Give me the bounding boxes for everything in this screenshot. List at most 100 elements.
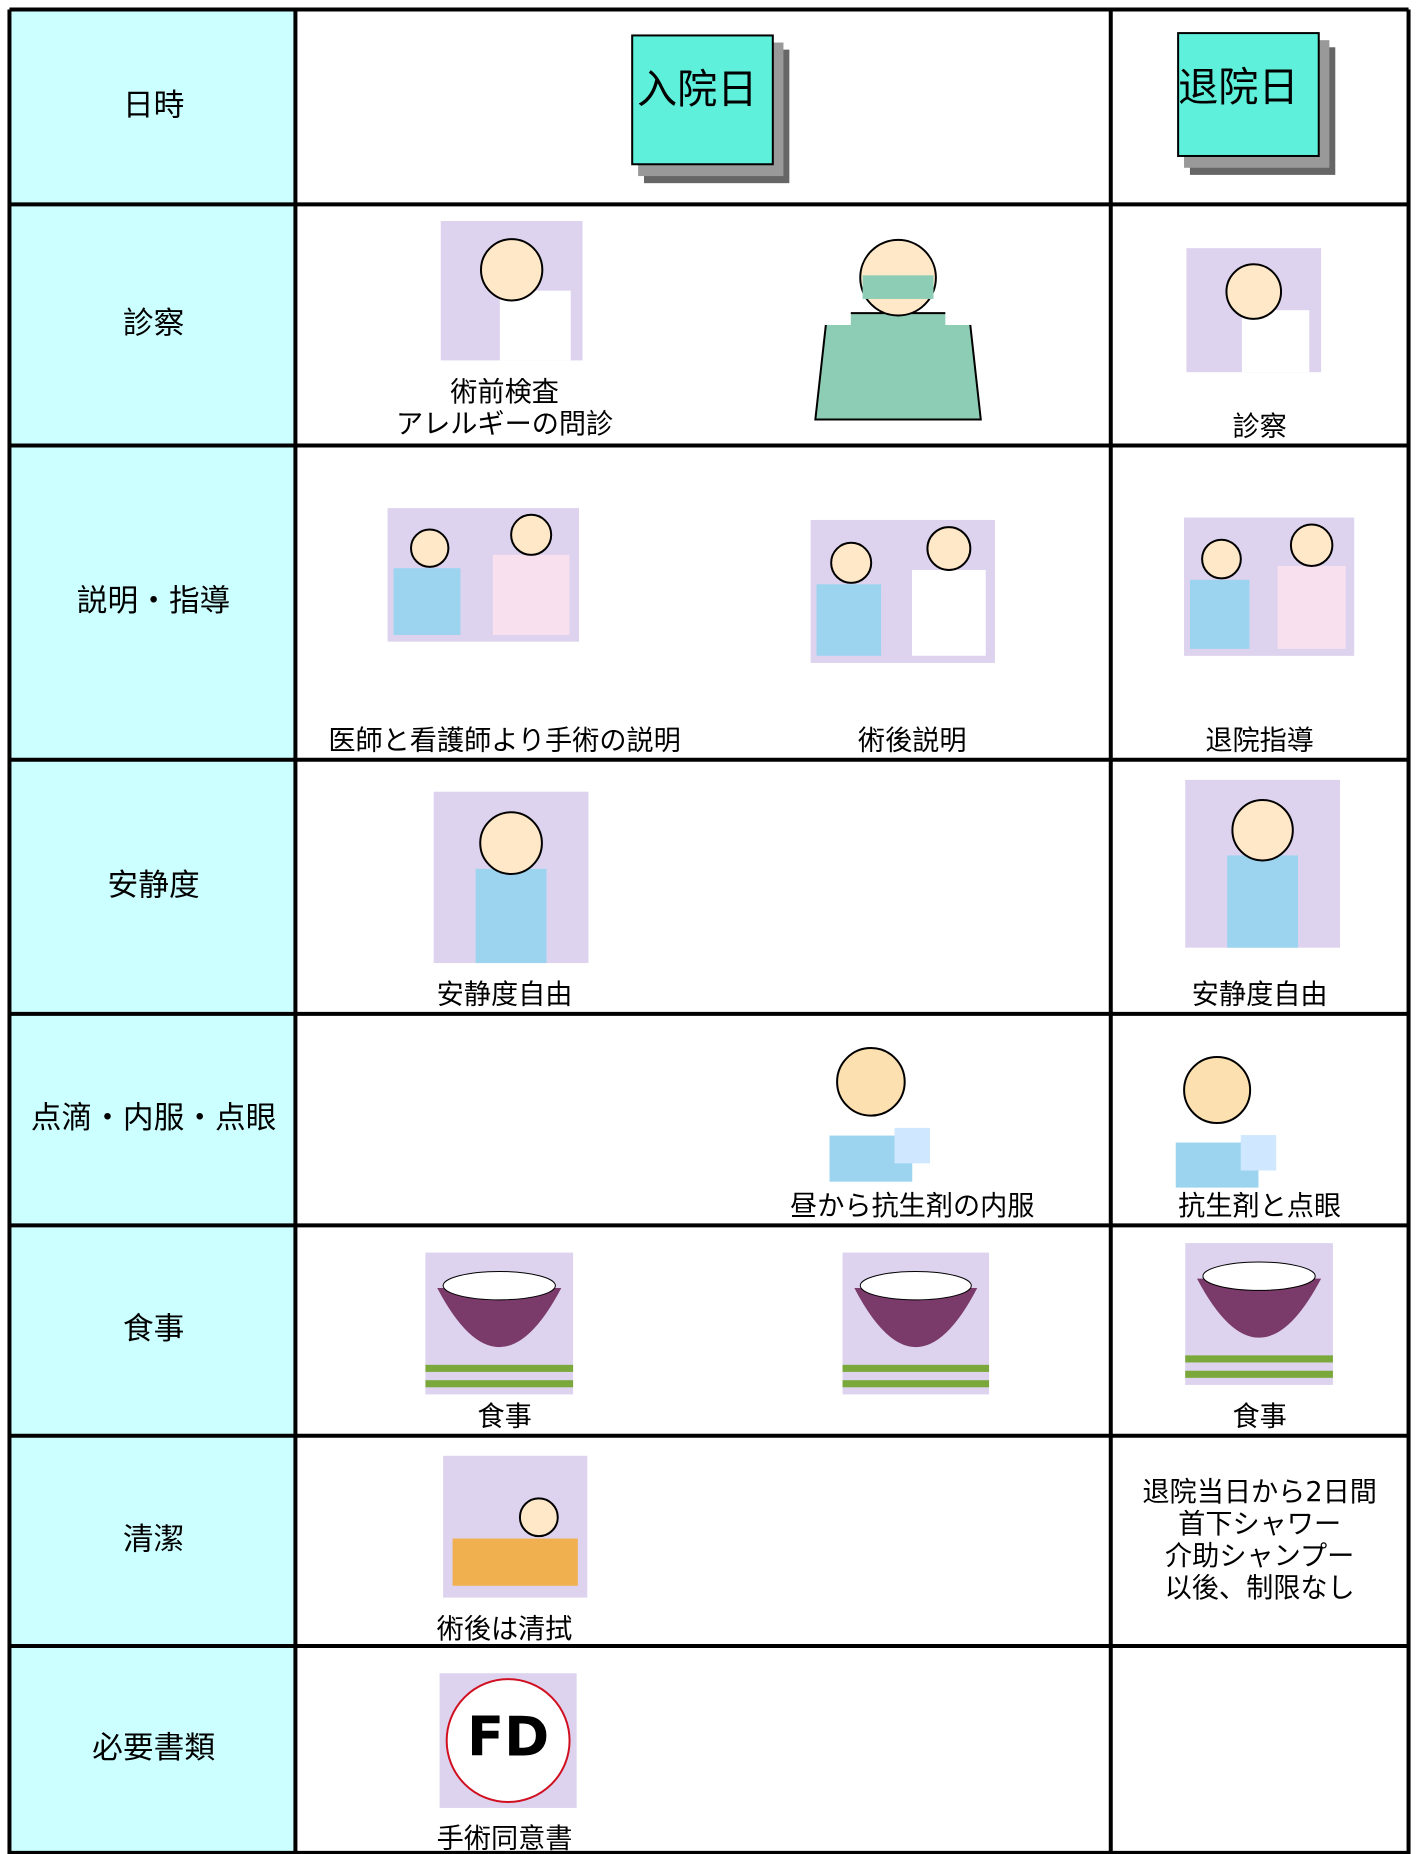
shape [479, 238, 544, 302]
icon-surgeon [814, 238, 982, 421]
shape [1240, 1135, 1277, 1171]
caption: 診察 [1232, 411, 1286, 442]
shape [842, 1380, 990, 1388]
shape [442, 1270, 556, 1301]
caption: 食事 [477, 1402, 531, 1433]
shape [1227, 855, 1299, 948]
caption: 食事 [1232, 1402, 1286, 1433]
shape [926, 526, 972, 571]
shape: FD [467, 1706, 549, 1769]
shape [452, 1538, 578, 1586]
shape [425, 1380, 574, 1388]
icon-bowl [425, 1252, 574, 1395]
badge-label: 退院日 [1178, 65, 1298, 111]
caption: 首下シャワー [1178, 1509, 1341, 1540]
icon-talk2 [810, 519, 995, 663]
shape [492, 554, 570, 635]
shape [1183, 1056, 1252, 1125]
shape [830, 541, 873, 584]
shape [1185, 1370, 1333, 1378]
row-label: 食事 [123, 1311, 184, 1347]
shape [836, 1047, 906, 1117]
row-label: 診察 [123, 305, 184, 341]
label-cell [9, 759, 296, 1014]
shape [437, 1288, 562, 1348]
row-label: 点滴・内服・点眼 [31, 1100, 277, 1136]
caption: 医師と看護師より手術の説明 [328, 726, 681, 757]
caption: 安静度自由 [1192, 980, 1328, 1011]
caption: アレルギーの問診 [396, 409, 613, 440]
icon-doc [440, 220, 583, 361]
icon-badge [631, 34, 790, 184]
shape [1277, 565, 1346, 649]
icon-talk [1184, 517, 1355, 656]
shape [1231, 799, 1294, 862]
shape [499, 290, 571, 361]
shape [814, 312, 982, 421]
badge [631, 34, 774, 166]
shape [510, 513, 553, 556]
shape [1202, 1261, 1316, 1291]
shape [912, 569, 986, 656]
caption: 安静度自由 [437, 980, 573, 1011]
icon-bath [443, 1455, 588, 1598]
shape [824, 277, 851, 325]
shape [1289, 523, 1334, 567]
shape [393, 568, 461, 635]
row-label: 必要書類 [92, 1730, 215, 1766]
caption: 術前検査 [450, 377, 559, 408]
icon-rest [433, 791, 589, 964]
label-cell [9, 1225, 296, 1436]
caption: 手術同意書 [437, 1823, 573, 1854]
badge [1177, 32, 1320, 157]
caption: 退院当日から2日間 [1142, 1477, 1377, 1508]
shape [475, 868, 547, 964]
caption: 以後、制限なし [1165, 1573, 1355, 1604]
icon-drug [823, 1028, 993, 1182]
label-cell [9, 1013, 296, 1226]
icon-talk [387, 508, 580, 642]
icon-drug [1169, 1037, 1339, 1188]
caption: 抗生剤と点眼 [1178, 1191, 1341, 1222]
shape [842, 1364, 990, 1372]
icon-badge [1177, 32, 1336, 175]
shape [854, 1288, 978, 1348]
shape [445, 1678, 571, 1804]
row-label: 清潔 [123, 1521, 184, 1557]
shape [1241, 310, 1310, 373]
caption: 術後説明 [858, 726, 967, 757]
shape [479, 811, 543, 875]
caption: 退院指導 [1205, 726, 1314, 757]
label-cell [9, 204, 296, 446]
shape [945, 277, 972, 325]
row-label: 日時 [123, 87, 184, 123]
label-cell [9, 1646, 296, 1853]
shape [816, 584, 882, 656]
shape [1185, 1355, 1333, 1363]
shape [410, 528, 450, 568]
label-cell [9, 1435, 296, 1647]
icon-doc [1186, 248, 1322, 373]
shape [1225, 263, 1283, 320]
shape [1189, 579, 1250, 649]
caption: 昼から抗生剤の内服 [790, 1191, 1034, 1222]
row-label: 説明・指導 [77, 583, 231, 619]
row-label: 安静度 [108, 867, 200, 903]
icon-stamp: FD [439, 1673, 577, 1808]
shape [1201, 538, 1242, 580]
shape [1197, 1278, 1322, 1338]
badge-label: 入院日 [637, 67, 757, 113]
icon-bowl [1185, 1243, 1333, 1385]
caption: 術後は清拭 [437, 1614, 573, 1645]
icon-bowl [842, 1252, 990, 1395]
shape [518, 1497, 559, 1538]
shape [862, 275, 934, 299]
label-cell [9, 9, 296, 205]
shape [859, 1270, 972, 1301]
shape [894, 1127, 930, 1164]
caption: 介助シャンプー [1165, 1541, 1354, 1572]
icon-rest [1185, 779, 1341, 948]
label-cell [9, 445, 296, 760]
